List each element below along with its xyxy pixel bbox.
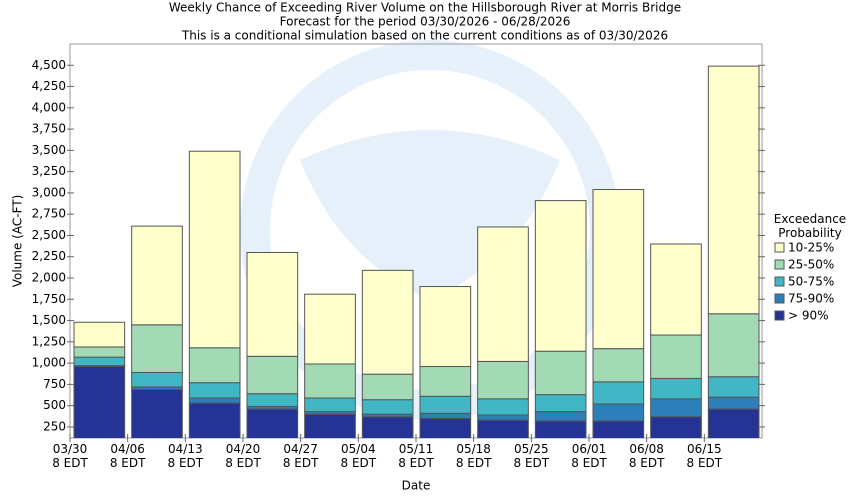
bar-segment xyxy=(188,382,241,399)
bar-segment xyxy=(246,355,299,395)
y-tick-label: 3,000 xyxy=(32,185,66,199)
bar-segment xyxy=(534,411,587,422)
bars xyxy=(73,65,760,438)
chart-note: This is a conditional simulation based o… xyxy=(181,29,668,43)
bar-segment xyxy=(246,251,299,357)
legend-label: 75-90% xyxy=(788,292,834,306)
x-tick-label: 06/08 8 EDT xyxy=(628,442,665,470)
bar-segment xyxy=(419,395,472,414)
legend-swatch xyxy=(774,276,785,287)
legend-swatch xyxy=(774,259,785,270)
x-tick-label: 05/04 8 EDT xyxy=(340,442,377,470)
y-tick-label: 2,750 xyxy=(32,207,66,221)
x-tick-label: 04/27 8 EDT xyxy=(282,442,319,470)
bar-segment xyxy=(592,189,645,350)
chart-subtitle: Forecast for the period 03/30/2026 - 06/… xyxy=(280,15,571,29)
bar-segment xyxy=(707,65,760,315)
bar-segment xyxy=(73,321,126,348)
bar-segment xyxy=(592,348,645,383)
bar-segment xyxy=(707,408,760,438)
bar-segment xyxy=(592,381,645,405)
y-tick-label: 1,750 xyxy=(32,292,66,306)
y-tick-label: 4,250 xyxy=(32,79,66,93)
y-tick-label: 750 xyxy=(43,377,66,391)
x-tick-label: 05/11 8 EDT xyxy=(398,442,434,470)
chart-title: Weekly Chance of Exceeding River Volume … xyxy=(169,1,681,15)
bar-segment xyxy=(188,150,241,349)
bar-segment xyxy=(361,399,414,415)
y-tick-label: 250 xyxy=(43,419,66,433)
legend-swatch xyxy=(774,242,785,253)
bar-segment xyxy=(188,397,241,404)
bar-segment xyxy=(131,324,183,373)
y-tick-label: 500 xyxy=(43,398,66,412)
y-tick-label: 2,000 xyxy=(32,271,66,285)
bar-segment xyxy=(419,286,472,368)
bar-segment xyxy=(534,350,587,396)
bar-segment xyxy=(534,200,587,352)
y-tick-label: 3,750 xyxy=(32,122,66,136)
bar-segment xyxy=(188,347,241,384)
legend-swatch xyxy=(774,310,785,321)
bar-segment xyxy=(131,225,183,326)
bar-segment xyxy=(650,377,702,400)
y-tick-label: 2,500 xyxy=(32,228,66,242)
bar-segment xyxy=(304,363,356,399)
plot-area xyxy=(69,43,763,439)
bar-segment xyxy=(707,396,760,410)
bar-segment xyxy=(73,356,126,367)
x-tick-label: 06/15 8 EDT xyxy=(686,442,723,470)
y-tick-label: 1,000 xyxy=(32,356,66,370)
legend-label: > 90% xyxy=(788,309,829,323)
bar-segment xyxy=(246,393,299,408)
bar-segment xyxy=(534,394,587,413)
legend-label: 25-50% xyxy=(788,258,834,272)
x-tick-label: 04/20 8 EDT xyxy=(225,442,261,470)
bar-segment xyxy=(188,402,241,438)
bar-segment xyxy=(131,388,183,438)
bar-segment xyxy=(304,397,356,413)
y-tick-label: 3,500 xyxy=(32,143,66,157)
bar-segment xyxy=(477,226,529,362)
legend-swatch xyxy=(774,293,785,304)
bar-segment xyxy=(650,243,702,336)
bar-segment xyxy=(131,371,183,388)
bar-segment xyxy=(477,398,529,416)
x-tick-label: 04/06 8 EDT xyxy=(109,442,146,470)
x-tick-label: 04/13 8 EDT xyxy=(167,442,204,470)
bar-segment xyxy=(419,366,472,397)
bar-segment xyxy=(650,334,702,379)
bar-segment xyxy=(707,376,760,398)
y-tick-label: 1,250 xyxy=(32,334,66,348)
x-tick-label: 03/30 8 EDT xyxy=(52,442,88,470)
y-tick-label: 3,250 xyxy=(32,164,66,178)
x-tick-label: 05/18 8 EDT xyxy=(455,442,492,470)
x-axis-label: Date xyxy=(402,479,431,493)
y-tick-label: 2,250 xyxy=(32,249,66,263)
legend-label: 50-75% xyxy=(788,275,834,289)
y-tick-label: 1,500 xyxy=(32,313,66,327)
x-tick-label: 06/01 8 EDT xyxy=(571,442,607,470)
bar-segment xyxy=(419,412,472,419)
x-tick-label: 05/25 8 EDT xyxy=(513,442,550,470)
bar-segment xyxy=(650,398,702,418)
legend-title: Exceedance Probability xyxy=(773,212,847,240)
bar-segment xyxy=(73,346,126,358)
legend-label: 10-25% xyxy=(788,241,834,255)
y-tick-label: 4,500 xyxy=(32,58,66,72)
bar-segment xyxy=(477,360,529,400)
bar-segment xyxy=(361,269,414,375)
bar-segment xyxy=(592,403,645,422)
bar-segment xyxy=(477,414,529,421)
bar-segment xyxy=(707,313,760,378)
bar-segment xyxy=(361,373,414,401)
y-axis-label: Volume (AC-FT) xyxy=(11,195,25,288)
bar-segment xyxy=(73,366,126,438)
y-tick-label: 4,000 xyxy=(32,100,66,114)
bar-segment xyxy=(304,293,356,365)
